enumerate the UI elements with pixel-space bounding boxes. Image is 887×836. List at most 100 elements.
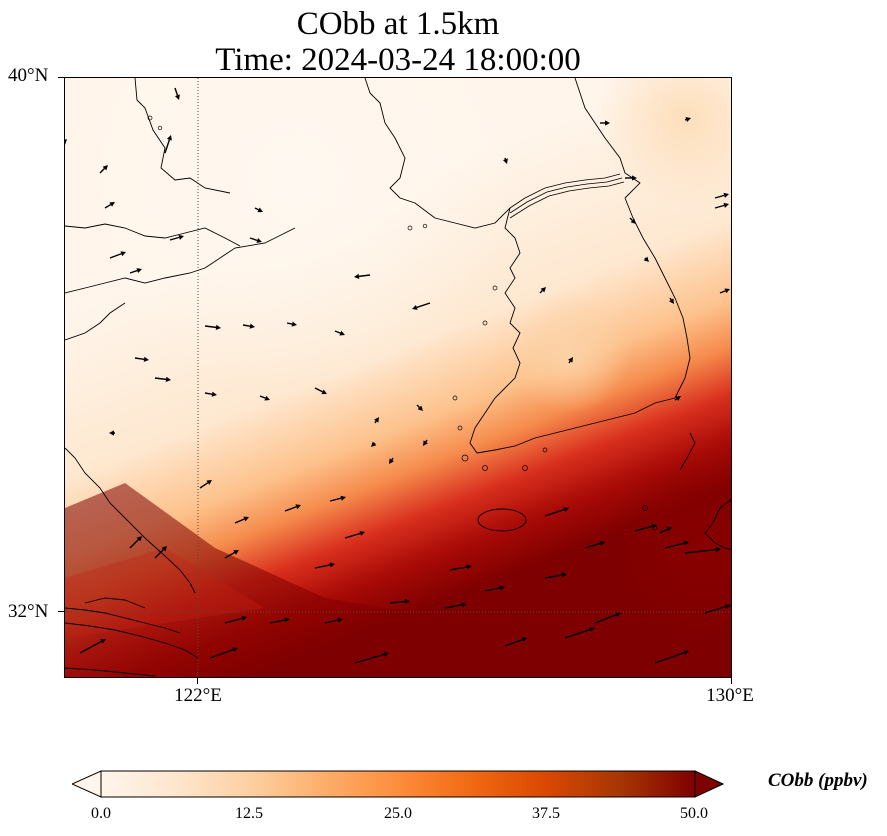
wind-vector-12: [204, 325, 217, 329]
wind-vector-44: [209, 649, 234, 659]
wind-vector-35: [449, 566, 468, 571]
wind-vector-32: [154, 549, 164, 559]
wind-vector-head-28: [295, 504, 301, 510]
wind-vector-head-62: [675, 396, 681, 401]
wind-vector-head-52: [683, 540, 689, 546]
wind-vector-53: [684, 548, 717, 554]
map-svg: [65, 78, 731, 677]
wind-vector-head-61: [724, 288, 730, 294]
lat-tick-32n: [58, 611, 64, 612]
map-title-variable: CObb at 1.5km: [296, 6, 500, 42]
islands: [147, 115, 658, 531]
wind-vector-head-18: [211, 391, 217, 397]
wind-vector-head-48: [615, 612, 621, 618]
colorbar-title: CObb (ppbv): [768, 770, 868, 791]
wind-vector-head-4: [65, 139, 67, 145]
colorbar-tick-3: 37.5: [532, 805, 560, 822]
wind-vector-9: [249, 237, 258, 242]
wind-vector-20: [314, 387, 323, 393]
wind-vector-28: [284, 506, 297, 512]
wind-vector-head-63: [669, 298, 674, 304]
wind-vector-42: [324, 619, 339, 624]
wind-vector-head-3: [166, 135, 172, 141]
wind-vector-head-16: [143, 356, 149, 362]
lat-label-32n: 32°N: [8, 601, 49, 622]
wind-vector-head-34: [329, 562, 335, 568]
wind-vector-head-19: [264, 395, 270, 401]
wind-vector-8: [254, 207, 259, 211]
wind-vector-26: [199, 482, 209, 489]
wind-vector-head-40: [241, 615, 247, 621]
colorbar-tick-0: 0.0: [91, 805, 111, 822]
lon-label-122e: 122°E: [174, 685, 222, 706]
wind-vector-43: [79, 640, 102, 654]
wind-vector-59: [714, 194, 725, 199]
wind-vector-5: [109, 253, 122, 259]
wind-vector-head-26: [206, 480, 212, 485]
wind-vector-head-15: [339, 330, 345, 336]
wind-vector-51: [634, 525, 653, 532]
wind-vector-head-10: [354, 273, 360, 279]
wind-vector-head-1: [102, 165, 108, 171]
wind-vector-55: [659, 528, 668, 534]
wind-vector-31: [129, 539, 139, 549]
wind-vector-13: [242, 324, 251, 327]
wind-vector-head-65: [502, 158, 508, 164]
wind-vector-head-31: [136, 536, 142, 542]
wind-vector-40: [224, 617, 243, 624]
wind-vector-37: [484, 587, 501, 592]
wind-vector-46: [504, 639, 523, 647]
wind-vector-41: [269, 619, 286, 624]
wind-vector-head-54: [725, 603, 731, 609]
wind-vector-33: [224, 551, 236, 559]
wind-vector-head-49: [683, 650, 689, 656]
wind-vector-head-30: [359, 530, 365, 536]
wind-vector-head-14: [291, 321, 297, 327]
colorbar-tick-4: 50.0: [680, 805, 708, 822]
wind-vector-head-53: [715, 546, 721, 553]
wind-vector-head-8: [257, 207, 263, 213]
wind-vector-52: [664, 542, 685, 549]
wind-vector-6: [129, 269, 138, 274]
wind-vector-15: [334, 330, 341, 334]
lon-label-130e: 130°E: [706, 685, 754, 706]
wind-vector-head-6: [136, 268, 142, 274]
wind-vector-14: [286, 322, 293, 325]
field-hotspot-southeast: [65, 78, 731, 677]
wind-vector-head-13: [249, 323, 255, 329]
wind-vector-head-46: [521, 637, 527, 643]
lon-tick-130e: [731, 678, 732, 684]
wind-vector-16: [134, 357, 145, 360]
wind-vector-head-51: [651, 523, 657, 529]
colorbar-min-extend: [72, 770, 102, 798]
wind-vector-head-59: [723, 192, 729, 198]
wind-vector-64: [568, 360, 571, 364]
wind-vector-head-45: [383, 651, 389, 657]
colorbar: [72, 770, 724, 798]
wind-vector-head-21: [417, 405, 423, 411]
wind-vector-25: [391, 457, 394, 461]
wind-vector-head-55: [666, 526, 672, 532]
lon-tick-122e: [197, 678, 198, 684]
wind-vector-head-67: [630, 218, 636, 224]
map-panel: [64, 77, 732, 678]
colorbar-gradient: [100, 770, 696, 798]
wind-vector-head-9: [256, 237, 262, 243]
wind-vector-head-17: [165, 376, 171, 382]
wind-vector-60: [714, 204, 725, 209]
wind-vector-head-7: [178, 234, 184, 240]
wind-vector-head-23: [371, 441, 377, 447]
wind-vector-50: [544, 508, 565, 517]
wind-vector-36: [544, 574, 563, 579]
wind-vector-38: [389, 600, 406, 604]
wind-vector-30: [344, 532, 361, 539]
wind-vector-18: [204, 392, 213, 395]
wind-vector-head-24: [423, 440, 428, 446]
wind-vector-head-20: [321, 389, 327, 395]
lat-label-40n: 40°N: [8, 65, 49, 86]
wind-vector-head-38: [404, 598, 410, 605]
wind-vector-head-64: [568, 357, 573, 363]
wind-vector-head-36: [561, 572, 567, 578]
wind-vector-54: [704, 605, 727, 614]
wind-vector-3: [164, 139, 171, 154]
